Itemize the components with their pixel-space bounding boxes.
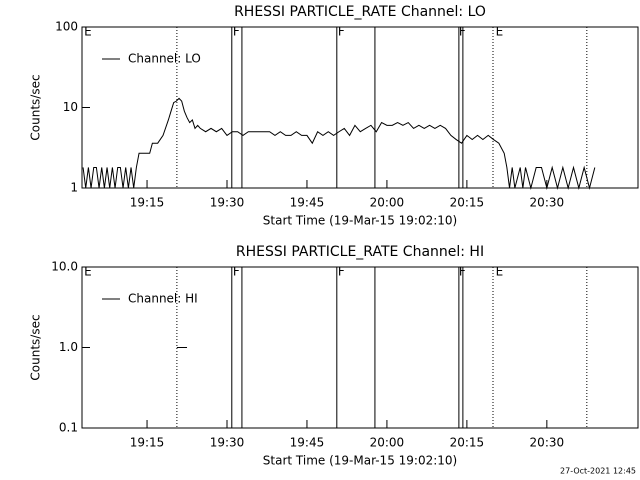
- x-tick-label: 19:30: [210, 196, 245, 210]
- flag-label: E: [496, 25, 504, 39]
- chart-title: RHESSI PARTICLE_RATE Channel: HI: [236, 244, 484, 260]
- flag-label: F: [338, 265, 345, 279]
- flag-label: F: [338, 25, 345, 39]
- flag-label: F: [459, 265, 466, 279]
- flag-label: E: [84, 25, 92, 39]
- flag-label: F: [233, 25, 240, 39]
- x-tick-label: 19:15: [130, 196, 165, 210]
- y-tick-label: 1.0: [59, 340, 78, 354]
- y-axis-label: Counts/sec: [29, 314, 43, 380]
- y-tick-label: 10.0: [51, 260, 78, 274]
- y-tick-label: 100: [55, 20, 78, 34]
- y-tick-label: 0.1: [59, 421, 78, 435]
- x-tick-label: 19:45: [290, 196, 325, 210]
- chart-title: RHESSI PARTICLE_RATE Channel: LO: [234, 4, 486, 20]
- x-tick-label: 20:15: [450, 436, 485, 450]
- flag-label: E: [84, 265, 92, 279]
- x-tick-label: 20:15: [450, 196, 485, 210]
- series-line: [82, 97, 596, 190]
- x-tick-label: 20:30: [530, 196, 565, 210]
- x-tick-label: 20:00: [370, 436, 405, 450]
- footer: 27-Oct-2021 12:45: [560, 467, 636, 476]
- y-tick-label: 10: [63, 100, 78, 114]
- x-axis-label: Start Time (19-Mar-15 19:02:10): [263, 454, 457, 468]
- x-tick-label: 19:15: [130, 436, 165, 450]
- x-axis-label: Start Time (19-Mar-15 19:02:10): [263, 214, 457, 228]
- legend-label: Channel: HI: [128, 292, 198, 306]
- flag-label: F: [459, 25, 466, 39]
- y-tick-label: 1: [70, 181, 78, 195]
- x-tick-label: 19:30: [210, 436, 245, 450]
- flag-label: F: [233, 265, 240, 279]
- x-tick-label: 19:45: [290, 436, 325, 450]
- y-axis-label: Counts/sec: [29, 74, 43, 140]
- x-tick-label: 20:30: [530, 436, 565, 450]
- flag-label: E: [496, 265, 504, 279]
- legend-label: Channel: LO: [128, 52, 201, 66]
- x-tick-label: 20:00: [370, 196, 405, 210]
